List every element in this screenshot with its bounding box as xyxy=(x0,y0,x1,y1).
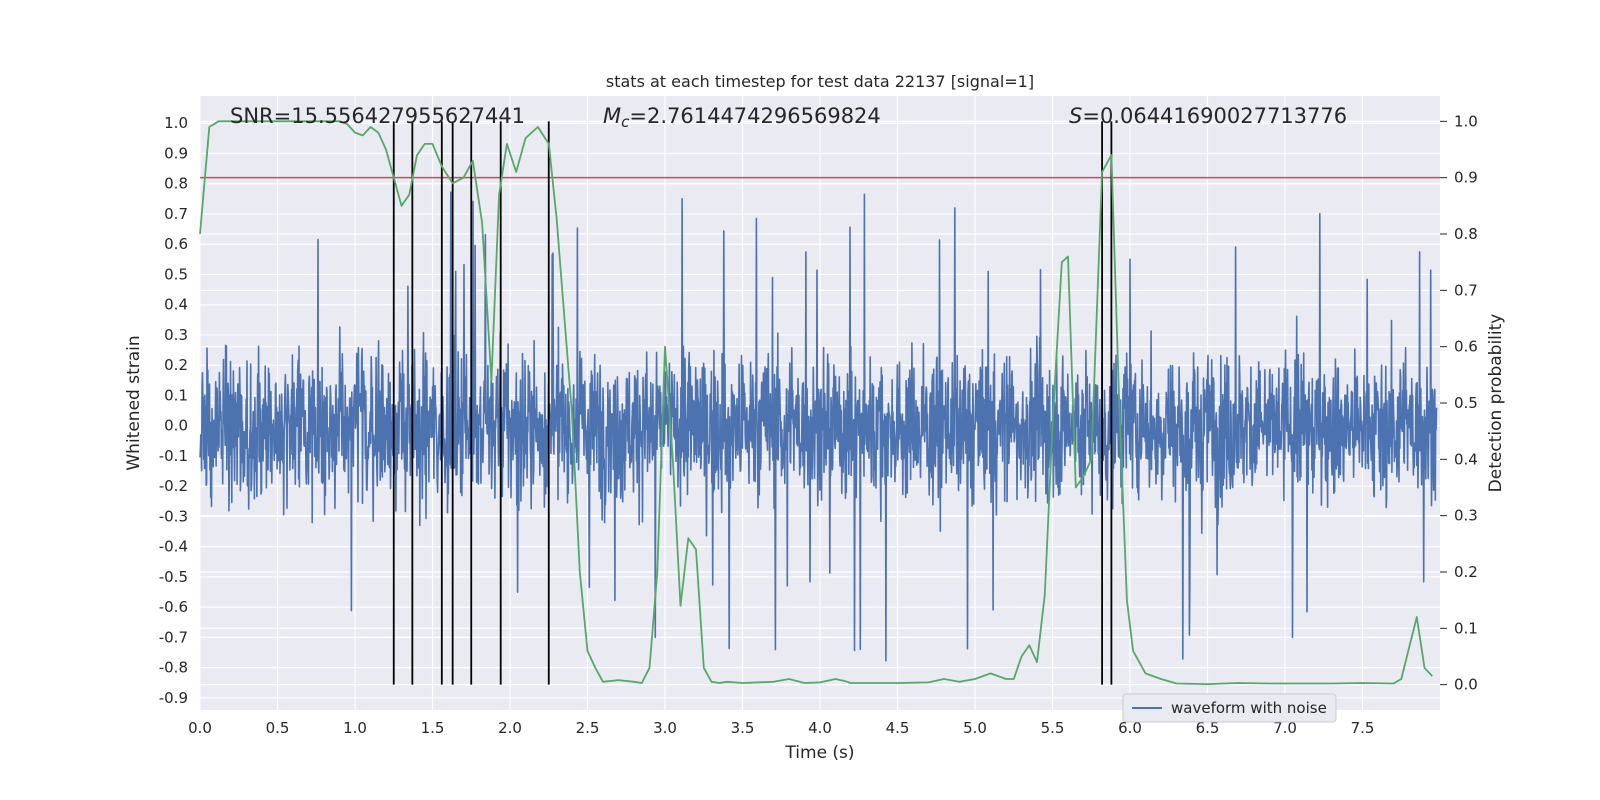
y-axis-label-left: Whitened strain xyxy=(124,335,144,470)
chart-title: stats at each timestep for test data 221… xyxy=(606,72,1034,91)
x-tick-label: 6.0 xyxy=(1118,719,1142,737)
x-tick-label: 1.5 xyxy=(421,719,445,737)
strain-series xyxy=(199,191,1438,662)
y-left-tick-label: -0.1 xyxy=(159,447,188,465)
y-right-tick-label: 0.5 xyxy=(1454,394,1478,412)
y-left-tick-label: 0.0 xyxy=(164,417,188,435)
x-tick-label: 2.5 xyxy=(576,719,600,737)
y-left-tick-label: -0.3 xyxy=(159,507,188,525)
y-left-tick-label: 0.9 xyxy=(164,144,188,162)
y-left-tick-label: -0.2 xyxy=(159,477,188,495)
y-left-tick-label: -0.6 xyxy=(159,598,188,616)
y-left-tick-label: 0.1 xyxy=(164,386,188,404)
y-left-tick-label: 0.6 xyxy=(164,235,188,253)
legend-label: waveform with noise xyxy=(1171,699,1327,717)
y-right-tick-label: 0.6 xyxy=(1454,338,1478,356)
x-tick-label: 5.5 xyxy=(1041,719,1065,737)
x-tick-label: 0.5 xyxy=(266,719,290,737)
x-axis-label: Time (s) xyxy=(784,743,854,763)
snr-annotation: SNR=15.556427955627441 xyxy=(230,104,525,128)
legend-box xyxy=(1122,693,1337,723)
y-left-tick-label: -0.8 xyxy=(159,659,188,677)
x-tick-label: 2.0 xyxy=(498,719,522,737)
y-right-tick-label: 0.9 xyxy=(1454,169,1478,187)
probability-series xyxy=(199,120,1433,685)
detection-probability-line xyxy=(199,120,1433,685)
x-tick-label: 4.5 xyxy=(886,719,910,737)
y-right-tick-label: 0.1 xyxy=(1454,619,1478,637)
y-right-tick-label: 1.0 xyxy=(1454,112,1478,130)
y-left-tick-label: 0.8 xyxy=(164,175,188,193)
y-left-tick-label: 0.4 xyxy=(164,296,188,314)
legend: waveform with noise xyxy=(1122,693,1337,723)
x-tick-label: 7.5 xyxy=(1351,719,1375,737)
y-left-tick-label: -0.4 xyxy=(159,538,188,556)
y-right-tick-label: 0.3 xyxy=(1454,507,1478,525)
y-right-tick-label: 0.0 xyxy=(1454,676,1478,694)
y-left-tick-label: 0.2 xyxy=(164,356,188,374)
y-left-tick-label: 1.0 xyxy=(164,114,188,132)
y-left-tick-label: 0.3 xyxy=(164,326,188,344)
x-tick-label: 0.0 xyxy=(188,719,212,737)
event-lines xyxy=(392,121,1113,685)
x-tick-label: 6.5 xyxy=(1196,719,1220,737)
chirp-mass-annotation: Mc=2.7614474296569824 xyxy=(603,104,881,131)
x-tick-label: 5.0 xyxy=(963,719,987,737)
y-left-tick-label: 0.7 xyxy=(164,205,188,223)
x-tick-label: 3.5 xyxy=(731,719,755,737)
y-left-tick-label: 0.5 xyxy=(164,265,188,283)
y-left-tick-label: -0.5 xyxy=(159,568,188,586)
x-tick-label: 3.0 xyxy=(653,719,677,737)
s-annotation: S=0.06441690027713776 xyxy=(1069,104,1347,128)
waveform-with-noise-line xyxy=(199,191,1438,662)
y-right-tick-label: 0.4 xyxy=(1454,450,1478,468)
y-left-tick-label: -0.9 xyxy=(159,689,188,707)
x-tick-label: 1.0 xyxy=(343,719,367,737)
y-right-tick-label: 0.7 xyxy=(1454,281,1478,299)
y-right-tick-label: 0.8 xyxy=(1454,225,1478,243)
y-right-tick-label: 0.2 xyxy=(1454,563,1478,581)
x-tick-label: 4.0 xyxy=(808,719,832,737)
tick-labels: 0.0 0.5 1.0 1.5 2.0 2.5 3.0 3.5 4.0 4.5 5.0 5.5 6.0 6… xyxy=(159,112,1478,737)
x-tick-label: 7.0 xyxy=(1273,719,1297,737)
y-left-tick-label: -0.7 xyxy=(159,628,188,646)
y-axis-label-right: Detection probability xyxy=(1486,314,1506,493)
